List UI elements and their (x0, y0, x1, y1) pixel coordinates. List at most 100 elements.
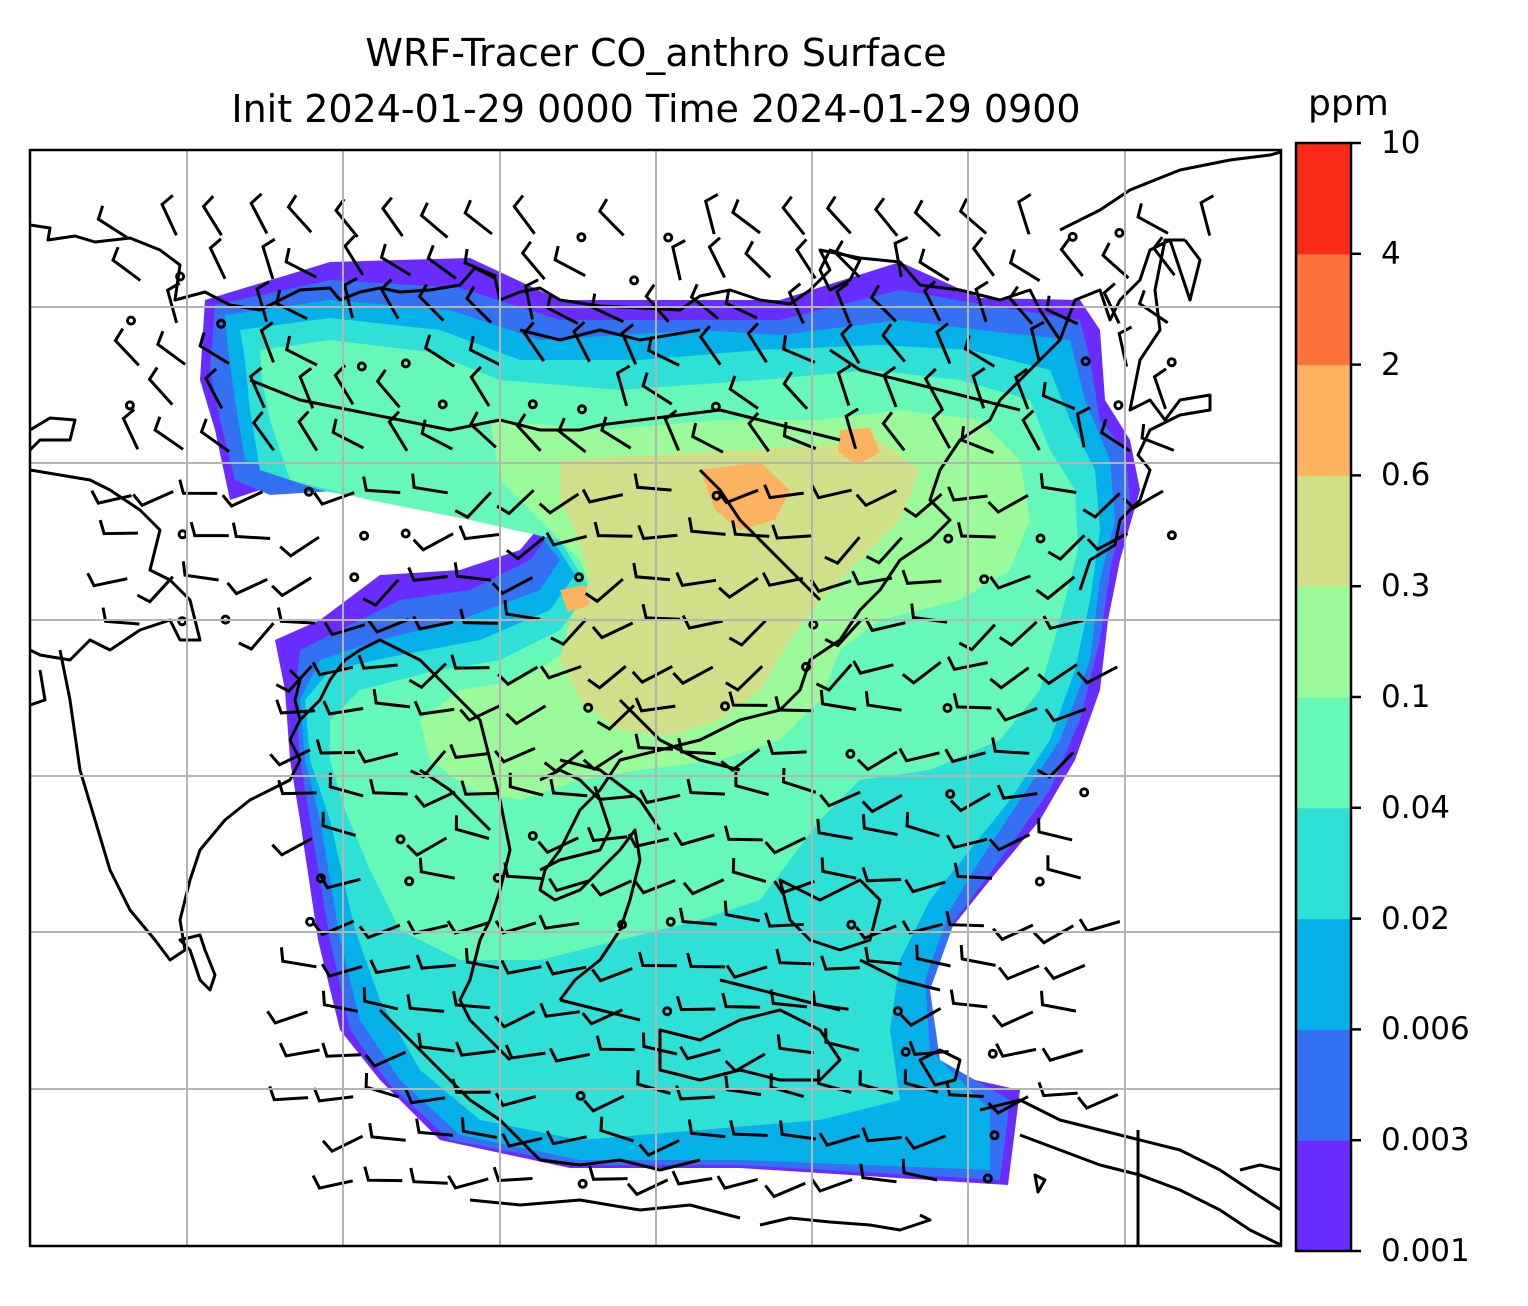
wind-barb (671, 239, 686, 281)
colorbar-tick-label: 2 (1381, 346, 1401, 383)
wind-barb (1152, 367, 1167, 410)
wind-barb (679, 1045, 721, 1061)
wind-barb (1076, 665, 1118, 685)
wind-barb (520, 240, 546, 281)
calm-wind-marker (987, 1048, 998, 1059)
wind-barb (949, 989, 988, 1009)
wind-barb (515, 413, 542, 452)
wind-barb (775, 948, 815, 966)
calm-wind-marker (216, 318, 227, 329)
wind-barb (505, 535, 546, 561)
wind-barb (322, 700, 364, 716)
wind-barb (782, 421, 817, 451)
wind-barb (136, 575, 174, 604)
wind-barb (672, 665, 714, 686)
calm-wind-marker (662, 1006, 673, 1017)
wind-barb (824, 536, 861, 565)
calm-wind-marker (576, 232, 587, 243)
wind-barb (364, 1072, 400, 1099)
calm-wind-marker (1166, 357, 1177, 368)
wind-barb (96, 205, 128, 239)
wind-barb (493, 1010, 536, 1029)
wind-barb (548, 877, 590, 893)
wind-barb (731, 520, 770, 538)
wind-barb (958, 197, 988, 235)
wind-barb (781, 767, 817, 794)
calm-wind-marker (395, 834, 406, 845)
wind-barb (406, 920, 449, 935)
calm-wind-marker (945, 789, 956, 799)
wind-barb (1041, 1047, 1084, 1062)
wind-barb (381, 196, 404, 237)
wind-barb (761, 572, 804, 587)
wind-barb (417, 283, 445, 322)
calm-wind-marker (845, 748, 856, 759)
wind-barb (864, 617, 906, 633)
wind-barb (825, 195, 852, 235)
wind-barb (368, 1122, 406, 1142)
wind-barb (101, 607, 140, 626)
wind-barb (269, 748, 311, 767)
colorbar-tick-label: 0.6 (1381, 457, 1431, 494)
calm-wind-marker (942, 703, 953, 713)
wind-barb (512, 194, 536, 235)
wind-barb (1076, 1093, 1119, 1110)
wind-barb (641, 603, 681, 621)
wind-barb (1035, 575, 1076, 601)
wind-barb (275, 699, 316, 715)
wind-barb (901, 661, 942, 685)
wind-barb (508, 772, 544, 797)
colorbar-tick-label: 0.3 (1381, 568, 1431, 605)
wind-barb (504, 1044, 546, 1060)
wind-barb (208, 237, 227, 280)
colorbar-segment (1296, 364, 1351, 476)
wind-barb (675, 571, 717, 588)
wind-barb (675, 1085, 715, 1101)
wind-barb (1140, 423, 1175, 452)
wind-barb (333, 364, 355, 406)
wind-barb (204, 367, 224, 410)
wind-barb (409, 1167, 448, 1185)
wind-barb (957, 522, 996, 539)
wind-barb (639, 789, 681, 805)
wind-barb (465, 285, 493, 324)
colorbar-segment (1296, 475, 1351, 587)
wind-barb (372, 688, 411, 709)
calm-wind-marker (1114, 227, 1125, 238)
wind-barb (901, 1158, 938, 1182)
colorbar-tick-label: 0.006 (1381, 1011, 1470, 1048)
colorbar-tick-label: 0.02 (1381, 900, 1451, 937)
wind-barb (1043, 963, 1086, 981)
wind-barb (882, 365, 898, 408)
wind-barb (644, 283, 670, 323)
wind-barb (1008, 285, 1034, 325)
wind-barb (1039, 473, 1077, 494)
wind-barb (178, 479, 218, 495)
wind-barb (1102, 282, 1121, 324)
wind-barb (1041, 381, 1076, 411)
wind-barb (949, 792, 991, 813)
wind-barb (781, 195, 806, 236)
wind-barb (991, 1010, 1034, 1028)
wind-barb (945, 910, 984, 928)
wind-barb (165, 281, 181, 324)
wind-barb (998, 620, 1038, 647)
wind-barb (387, 410, 409, 452)
wind-barb (987, 493, 1029, 514)
wind-barb (584, 577, 624, 604)
wind-barb (453, 562, 492, 582)
wind-barb (633, 879, 676, 895)
wind-barb (686, 952, 726, 969)
calm-wind-marker (629, 275, 640, 286)
wind-barb (334, 198, 359, 238)
wind-barb (971, 236, 996, 277)
wind-barb (858, 1070, 894, 1095)
wind-barb (864, 691, 902, 712)
wind-barb (539, 665, 582, 680)
calm-wind-marker (126, 315, 136, 326)
wind-barb (908, 1040, 949, 1056)
wind-barb (987, 1095, 1029, 1115)
wind-barb (946, 656, 988, 671)
wind-barb (723, 900, 760, 923)
wind-barb (991, 737, 1030, 755)
